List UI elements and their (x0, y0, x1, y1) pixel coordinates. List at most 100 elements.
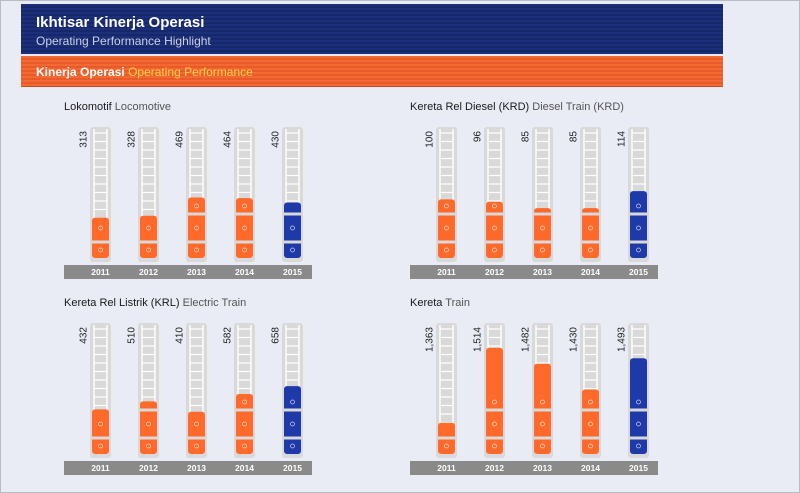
x-tick-label: 2015 (629, 463, 648, 473)
data-label: 100 (425, 131, 436, 148)
data-label: 1,482 (521, 327, 532, 352)
bar-texture (437, 436, 456, 449)
data-label: 430 (271, 131, 282, 148)
data-label: 582 (223, 327, 234, 344)
page-title: Ikhtisar Kinerja Operasi (36, 14, 205, 31)
chart-panel-locomotive: Lokomotif Locomotive 313 2011 328 2012 469 20… (64, 101, 394, 291)
bar-texture (485, 399, 504, 449)
bar-2014 (582, 208, 599, 258)
bar-texture (235, 203, 254, 253)
data-label: 85 (521, 131, 532, 143)
chart-title-en: Locomotive (114, 101, 172, 113)
bar-texture (581, 212, 600, 253)
x-tick-label: 2015 (283, 463, 302, 473)
bar-2011 (92, 217, 109, 258)
chart-title-id: Kereta (410, 297, 443, 309)
bar-texture (91, 225, 110, 253)
bar-2015 (630, 358, 647, 454)
x-tick-label: 2015 (283, 267, 302, 277)
x-tick-label: 2014 (235, 463, 254, 473)
x-tick-label: 2012 (485, 267, 504, 277)
x-tick-label: 2013 (533, 463, 552, 473)
bar-2011 (92, 409, 109, 454)
chart-title-en: Electric Train (182, 297, 247, 309)
chart-title: Kereta Rel Diesel (KRD) Diesel Train (KR… (410, 101, 624, 113)
bar-texture (187, 421, 206, 449)
x-tick-label: 2014 (581, 463, 600, 473)
bar-texture (283, 212, 302, 253)
x-tick-label: 2011 (437, 267, 456, 277)
bar-texture (629, 399, 648, 449)
bar-texture (139, 408, 158, 449)
x-tick-label: 2013 (187, 463, 206, 473)
data-label: 1,430 (569, 327, 580, 352)
data-label: 1,514 (473, 327, 484, 352)
data-label: 658 (271, 327, 282, 344)
x-tick-label: 2011 (437, 463, 456, 473)
bar-texture (629, 203, 648, 253)
header-banner: Ikhtisar Kinerja Operasi Operating Perfo… (21, 4, 723, 54)
x-axis-band (410, 265, 658, 279)
x-tick-label: 2012 (139, 267, 158, 277)
chart-title: Kereta Rel Listrik (KRL) Electric Train (64, 297, 246, 309)
bar-texture (235, 399, 254, 449)
page-subtitle: Operating Performance Highlight (36, 34, 211, 48)
bar-texture (139, 225, 158, 253)
bar-texture (187, 203, 206, 253)
chart-panel-train: Kereta Train 1,363 2011 1,514 2012 1,482 2013… (410, 297, 740, 487)
data-label: 328 (127, 131, 138, 148)
data-label: 510 (127, 327, 138, 344)
bar-2013 (534, 208, 551, 258)
bar-2014 (236, 198, 253, 258)
bar-texture (533, 399, 552, 449)
x-tick-label: 2012 (485, 463, 504, 473)
x-tick-label: 2015 (629, 267, 648, 277)
data-label: 1,363 (425, 327, 436, 352)
data-label: 96 (473, 131, 484, 143)
chart-title-id: Kereta Rel Listrik (KRL) (64, 297, 180, 309)
data-label: 432 (79, 327, 90, 344)
x-tick-label: 2014 (581, 267, 600, 277)
data-label: 114 (617, 131, 628, 147)
bar-texture (437, 203, 456, 253)
x-tick-label: 2014 (235, 267, 254, 277)
x-tick-label: 2013 (187, 267, 206, 277)
bar-2012 (486, 347, 503, 454)
chart-title: Kereta Train (410, 297, 470, 309)
section-title-en: Operating Performance (128, 65, 253, 79)
bar-2012 (140, 401, 157, 454)
section-title-id: Kinerja Operasi (36, 65, 125, 79)
chart-title-en: Train (445, 297, 470, 309)
data-label: 1,493 (617, 327, 628, 352)
chart-title-id: Lokomotif (64, 101, 112, 113)
bar-texture (91, 421, 110, 449)
data-label: 410 (175, 327, 186, 344)
bar-2013 (188, 411, 205, 454)
section-banner: Kinerja Operasi Operating Performance (21, 56, 723, 87)
data-label: 313 (79, 131, 90, 148)
data-label: 464 (223, 131, 234, 148)
chart-title-id: Kereta Rel Diesel (KRD) (410, 101, 530, 113)
x-axis-band (64, 265, 312, 279)
bar-texture (533, 212, 552, 253)
bar-texture (485, 203, 504, 253)
section-title: Kinerja Operasi Operating Performance (36, 65, 253, 79)
chart-electric-train: 432 2011 510 2012 410 2013 582 2014 658 2015 (64, 323, 312, 475)
x-tick-label: 2012 (139, 463, 158, 473)
x-tick-label: 2013 (533, 267, 552, 277)
chart-title-en: Diesel Train (KRD) (532, 101, 624, 113)
x-tick-label: 2011 (91, 267, 110, 277)
bar-2013 (188, 197, 205, 258)
bar-texture (283, 399, 302, 449)
chart-title: Lokomotif Locomotive (64, 101, 171, 113)
bar-texture (581, 399, 600, 449)
data-label: 469 (175, 131, 186, 148)
chart-panel-electric-train: Kereta Rel Listrik (KRL) Electric Train … (64, 297, 394, 487)
x-tick-label: 2011 (91, 463, 110, 473)
chart-diesel-train: 100 2011 96 2012 85 2013 85 2014 114 2015 (410, 127, 658, 279)
x-axis-band (410, 461, 658, 475)
x-axis-band (64, 461, 312, 475)
chart-panel-diesel-train: Kereta Rel Diesel (KRD) Diesel Train (KR… (410, 101, 740, 291)
chart-train: 1,363 2011 1,514 2012 1,482 2013 1,430 2014 1,49… (410, 323, 658, 475)
